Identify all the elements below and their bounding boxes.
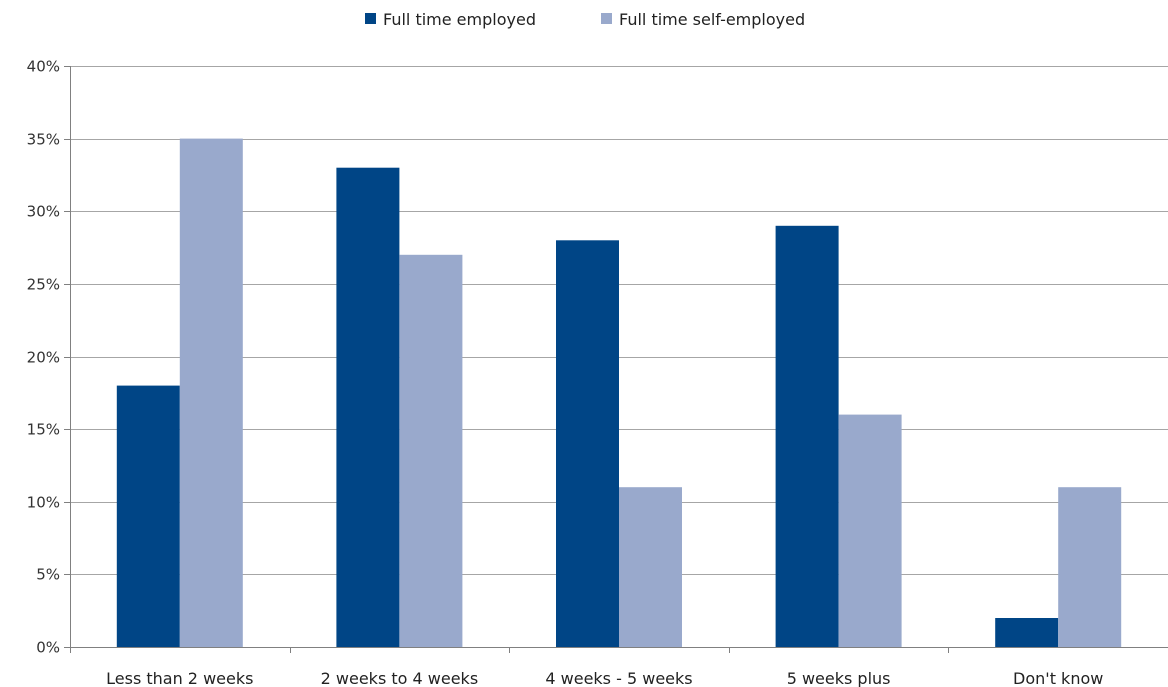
bar-employed — [116, 385, 180, 647]
legend-swatch — [601, 13, 612, 24]
y-tick-label: 20% — [27, 349, 60, 367]
y-tick-label: 15% — [27, 421, 60, 439]
y-tick-label: 5% — [36, 566, 60, 584]
bars — [116, 138, 1122, 648]
bar-self-employed — [179, 138, 243, 647]
bar-self-employed — [619, 487, 682, 647]
legend: Full time employed Full time self-employe… — [365, 10, 805, 29]
legend-swatch — [365, 13, 376, 24]
x-tick-label: 4 weeks - 5 weeks — [545, 669, 692, 687]
bar-employed — [775, 225, 839, 648]
bar-self-employed — [399, 254, 463, 648]
bar-employed — [556, 240, 619, 648]
y-tick-label: 40% — [27, 58, 60, 76]
legend-label: Full time employed — [383, 10, 536, 29]
x-tick-label: Less than 2 weeks — [106, 669, 253, 687]
x-tick-label: 2 weeks to 4 weeks — [321, 669, 479, 687]
bar-employed — [336, 167, 400, 647]
axes: 0% 5% 10% 15% 20% 25% 30% 35% 40% Less than 2 wee… — [27, 58, 1168, 687]
bar-employed — [995, 618, 1059, 647]
legend-label: Full time self-employed — [619, 10, 805, 29]
y-tick-label: 25% — [27, 276, 60, 294]
y-tick-label: 10% — [27, 494, 60, 512]
y-tick-label: 35% — [27, 131, 60, 149]
y-tick-label: 0% — [36, 639, 60, 657]
x-tick-label: 5 weeks plus — [787, 669, 891, 687]
bar-self-employed — [1058, 487, 1122, 647]
bar-self-employed — [838, 414, 902, 647]
y-tick-label: 30% — [27, 203, 60, 221]
x-tick-label: Don't know — [1013, 669, 1103, 687]
